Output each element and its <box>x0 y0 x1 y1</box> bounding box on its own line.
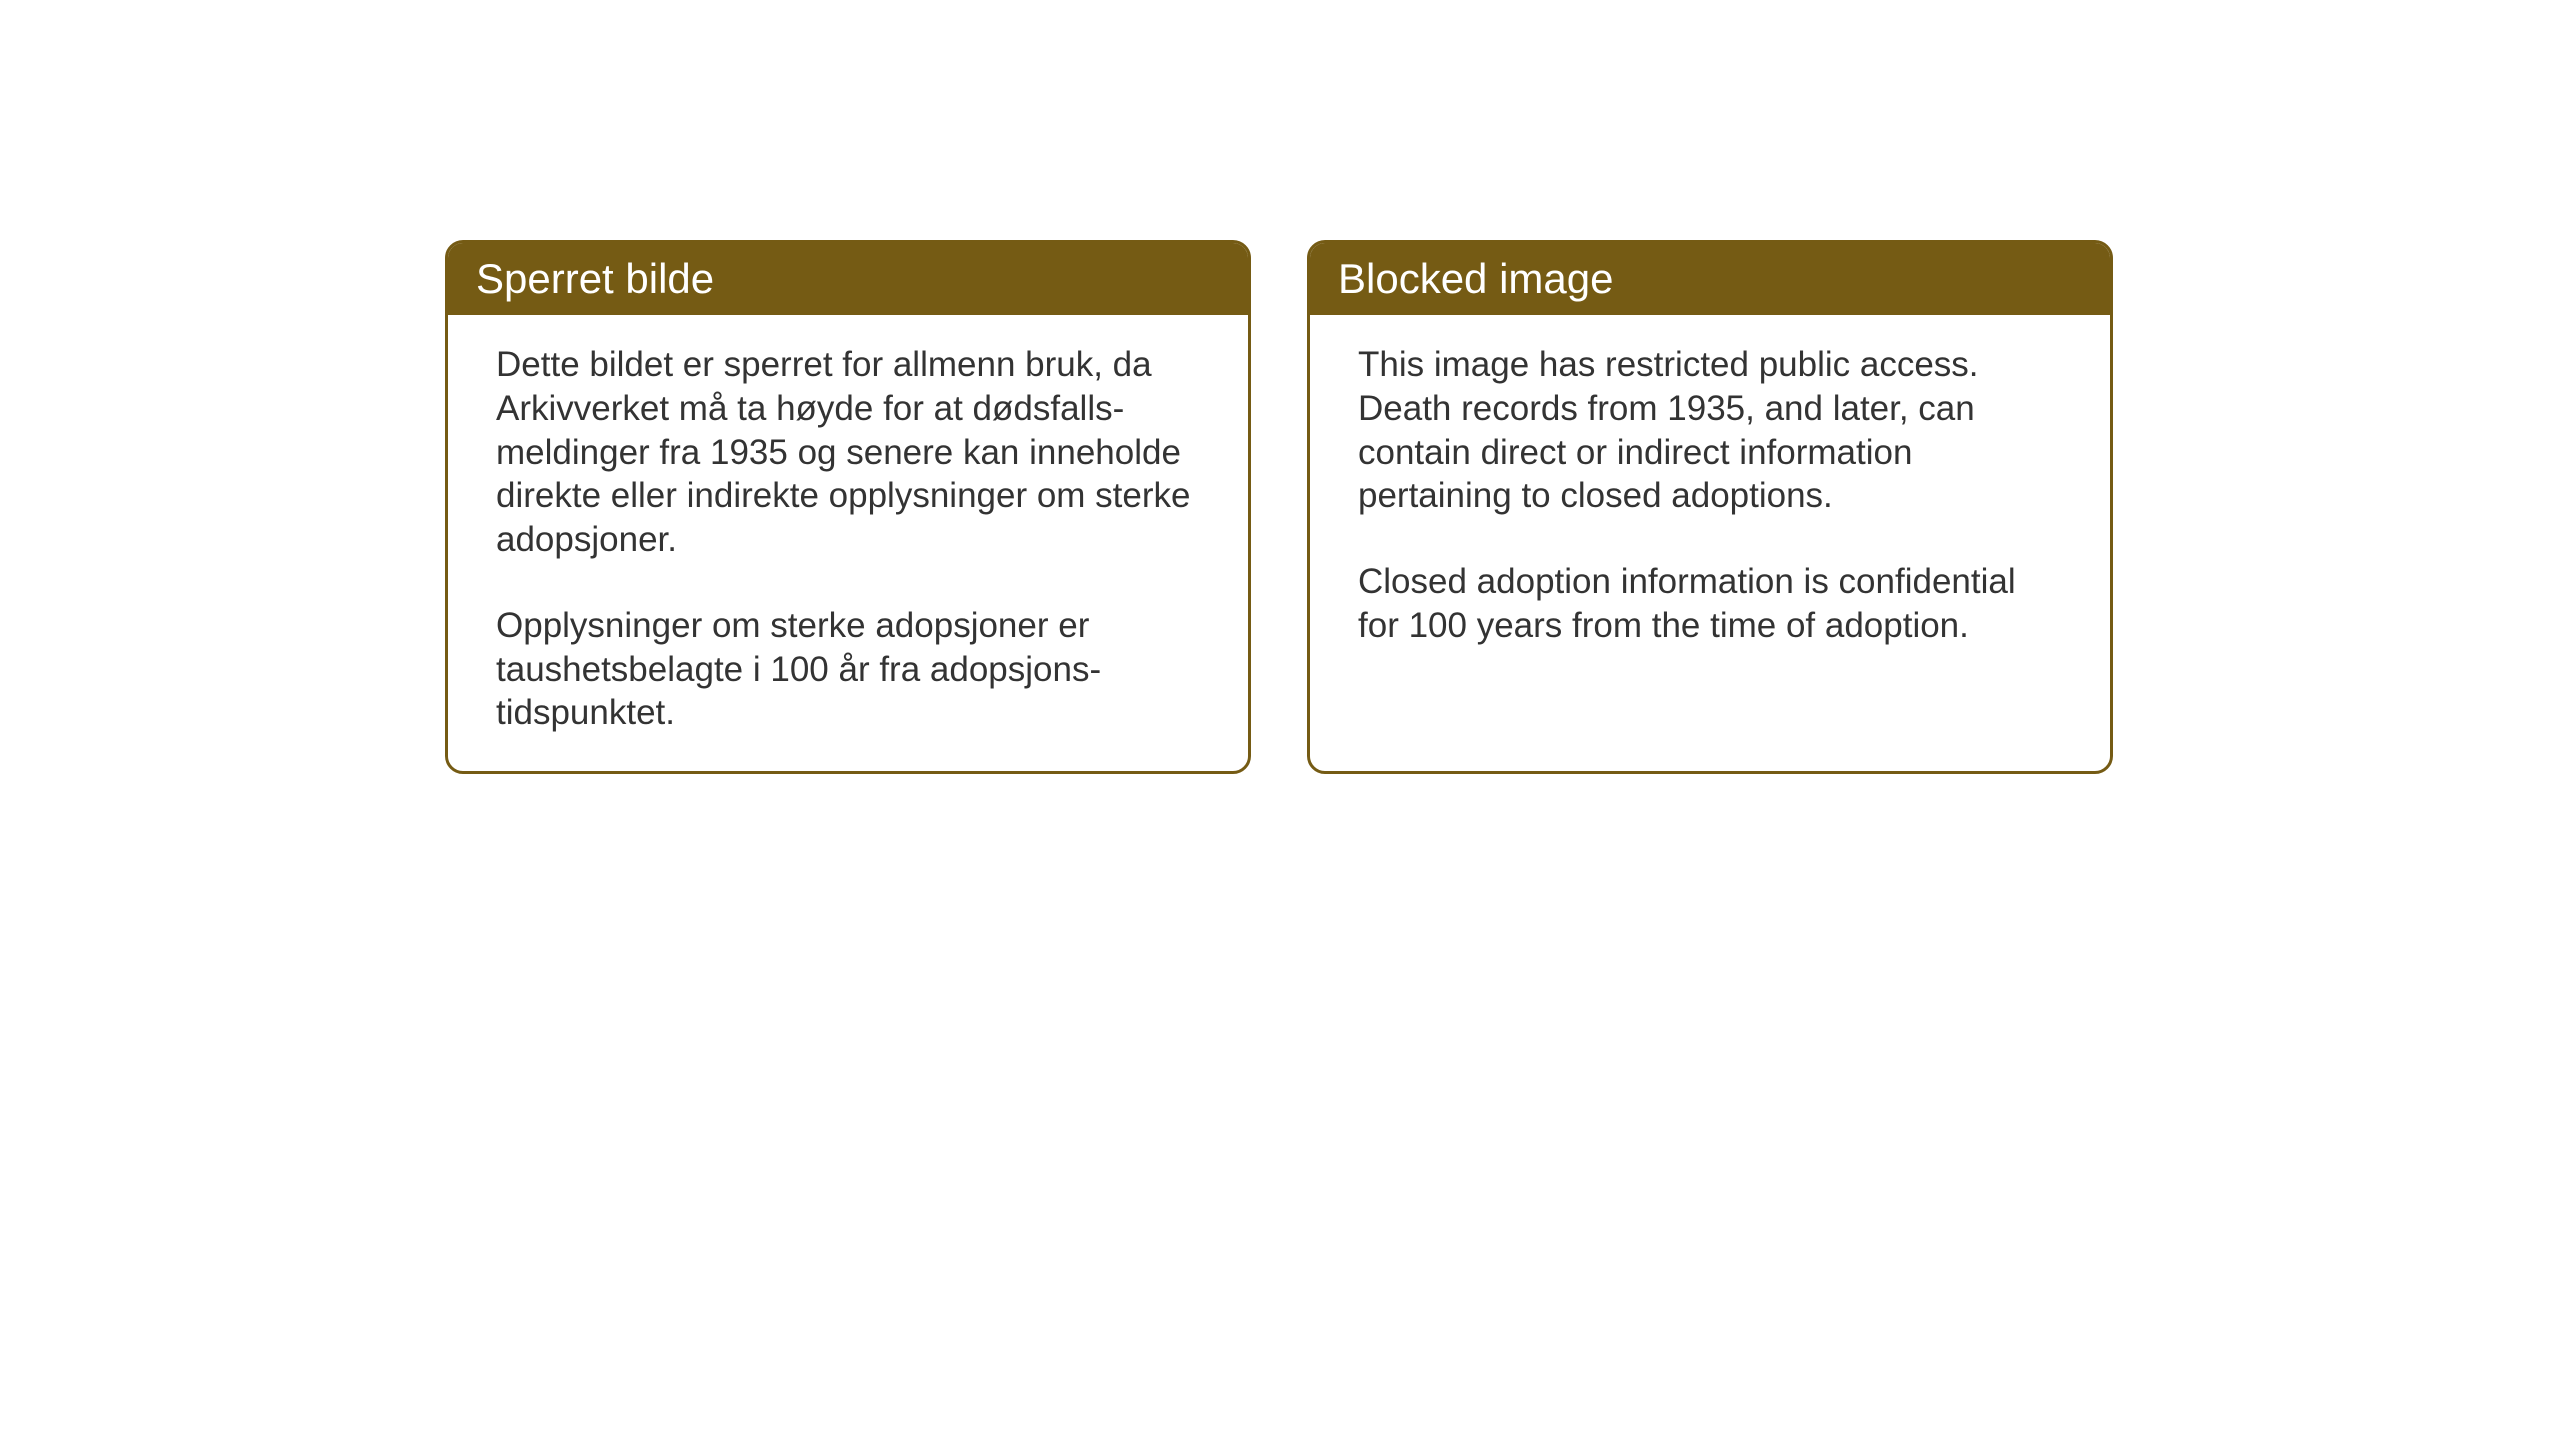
notice-panels-container: Sperret bilde Dette bildet er sperret fo… <box>445 240 2113 774</box>
notice-panel-english: Blocked image This image has restricted … <box>1307 240 2113 774</box>
panel-header: Sperret bilde <box>448 243 1248 315</box>
panel-paragraph: Closed adoption information is confident… <box>1358 560 2062 648</box>
panel-body: This image has restricted public access.… <box>1310 315 2110 735</box>
panel-paragraph: Dette bildet er sperret for allmenn bruk… <box>496 343 1200 562</box>
panel-header: Blocked image <box>1310 243 2110 315</box>
panel-title: Sperret bilde <box>476 255 1220 303</box>
panel-paragraph: This image has restricted public access.… <box>1358 343 2062 518</box>
panel-body: Dette bildet er sperret for allmenn bruk… <box>448 315 1248 771</box>
notice-panel-norwegian: Sperret bilde Dette bildet er sperret fo… <box>445 240 1251 774</box>
panel-paragraph: Opplysninger om sterke adopsjoner er tau… <box>496 604 1200 735</box>
panel-title: Blocked image <box>1338 255 2082 303</box>
